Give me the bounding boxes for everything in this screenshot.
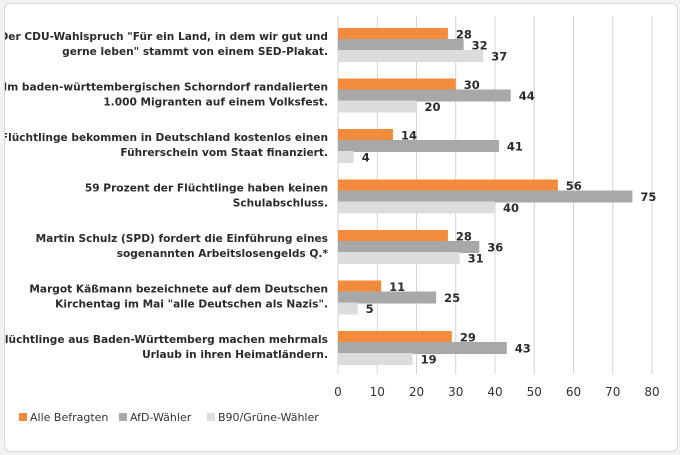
value-label: 5 (366, 302, 374, 316)
bar-b90-gr-ne-w-hler (338, 50, 484, 62)
bar-afd-w-hler (338, 190, 633, 203)
bar-b90-gr-ne-w-hler (338, 100, 417, 113)
value-label: 32 (472, 39, 488, 53)
x-tick-label: 0 (334, 385, 342, 399)
bar-alle-befragten (338, 230, 448, 242)
value-label: 44 (519, 89, 535, 103)
value-label: 75 (640, 190, 656, 204)
category-label: gerne leben" stammt von einem SED-Plakat… (62, 46, 328, 58)
category-label: Im baden-württembergischen Schorndorf ra… (5, 82, 328, 94)
category-label: Flüchtlinge bekommen in Deutschland kost… (5, 132, 328, 144)
value-label: 20 (425, 100, 441, 114)
x-tick-label: 60 (566, 385, 581, 399)
x-axis: 0 10 20 30 40 50 60 70 80 (334, 385, 659, 399)
value-label: 43 (515, 342, 531, 356)
category-label: Margot Käßmann bezeichnete auf dem Deuts… (29, 284, 328, 296)
category-label: Kirchentag im Mai "alle Deutschen als Na… (55, 299, 328, 311)
value-label: 36 (487, 241, 503, 255)
category-label: 1.000 Migranten auf einem Volksfest. (103, 97, 328, 109)
bar-b90-gr-ne-w-hler (338, 252, 460, 264)
value-label: 4 (362, 151, 370, 165)
bar-afd-w-hler (338, 241, 480, 253)
bar-alle-befragten (338, 78, 456, 91)
value-label: 28 (456, 28, 472, 42)
value-label: 37 (491, 50, 507, 64)
value-label: 19 (421, 353, 437, 367)
value-label: 29 (460, 331, 476, 345)
x-tick-label: 50 (527, 385, 542, 399)
legend-label: B90/Grüne-Wähler (218, 411, 319, 424)
legend-swatch (207, 413, 215, 421)
bar-alle-befragten (338, 280, 382, 293)
x-tick-label: 20 (409, 385, 424, 399)
value-label: 14 (401, 129, 417, 143)
bar-afd-w-hler (338, 39, 464, 51)
category-label: Schulabschluss. (233, 198, 328, 210)
x-tick-label: 40 (487, 385, 502, 399)
bar-alle-befragten (338, 179, 558, 192)
value-label: 25 (444, 291, 460, 305)
value-label: 30 (464, 78, 480, 92)
legend: Alle Befragten AfD-Wähler B90/Grüne-Wähler (19, 411, 319, 424)
value-label: 31 (468, 252, 484, 266)
x-tick-label: 10 (370, 385, 385, 399)
category-label: Der CDU-Wahlspruch "Für ein Land, in dem… (5, 31, 328, 43)
bar-afd-w-hler (338, 140, 499, 152)
category-label: Führerschein vom Staat finanziert. (120, 147, 328, 159)
bar-afd-w-hler (338, 291, 437, 304)
bar-alle-befragten (338, 28, 448, 40)
bar-chart: 2832373044201441456754028363111255294319… (0, 16, 660, 424)
bar-b90-gr-ne-w-hler (338, 353, 413, 365)
bar-b90-gr-ne-w-hler (338, 302, 358, 315)
x-tick-label: 30 (448, 385, 463, 399)
value-label: 56 (566, 179, 582, 193)
bars (338, 28, 633, 365)
value-label: 41 (507, 140, 523, 154)
category-label: 59 Prozent der Flüchtlinge haben keinen (85, 183, 328, 195)
value-label: 28 (456, 230, 472, 244)
bar-afd-w-hler (338, 342, 507, 354)
category-label: Martin Schulz (SPD) fordert die Einführu… (36, 233, 328, 245)
category-label: Flüchtlinge aus Baden-Württemberg machen… (5, 334, 328, 346)
bar-b90-gr-ne-w-hler (338, 151, 354, 163)
category-label: Urlaub in ihren Heimatländern. (142, 349, 328, 361)
chart-card: 28 32 37 30 44 20 14 41 4 56 75 40 28 36 31 11 25 5 29 43 19… (0, 3, 678, 452)
category-label: sogenannten Arbeitslosengelds Q.* (117, 248, 329, 260)
x-tick-label: 70 (605, 385, 620, 399)
bar-alle-befragten (338, 129, 393, 141)
category-labels: Der CDU-Wahlspruch "Für ein Land, in dem… (0, 31, 329, 361)
value-label: 40 (503, 201, 519, 215)
value-label: 11 (389, 280, 405, 294)
bar-afd-w-hler (338, 89, 511, 102)
bar-alle-befragten (338, 331, 452, 343)
legend-swatch (119, 413, 127, 421)
legend-label: Alle Befragten (30, 411, 108, 424)
bar-b90-gr-ne-w-hler (338, 201, 495, 214)
legend-swatch (19, 413, 27, 421)
legend-label: AfD-Wähler (130, 411, 192, 424)
x-tick-label: 80 (644, 385, 659, 399)
